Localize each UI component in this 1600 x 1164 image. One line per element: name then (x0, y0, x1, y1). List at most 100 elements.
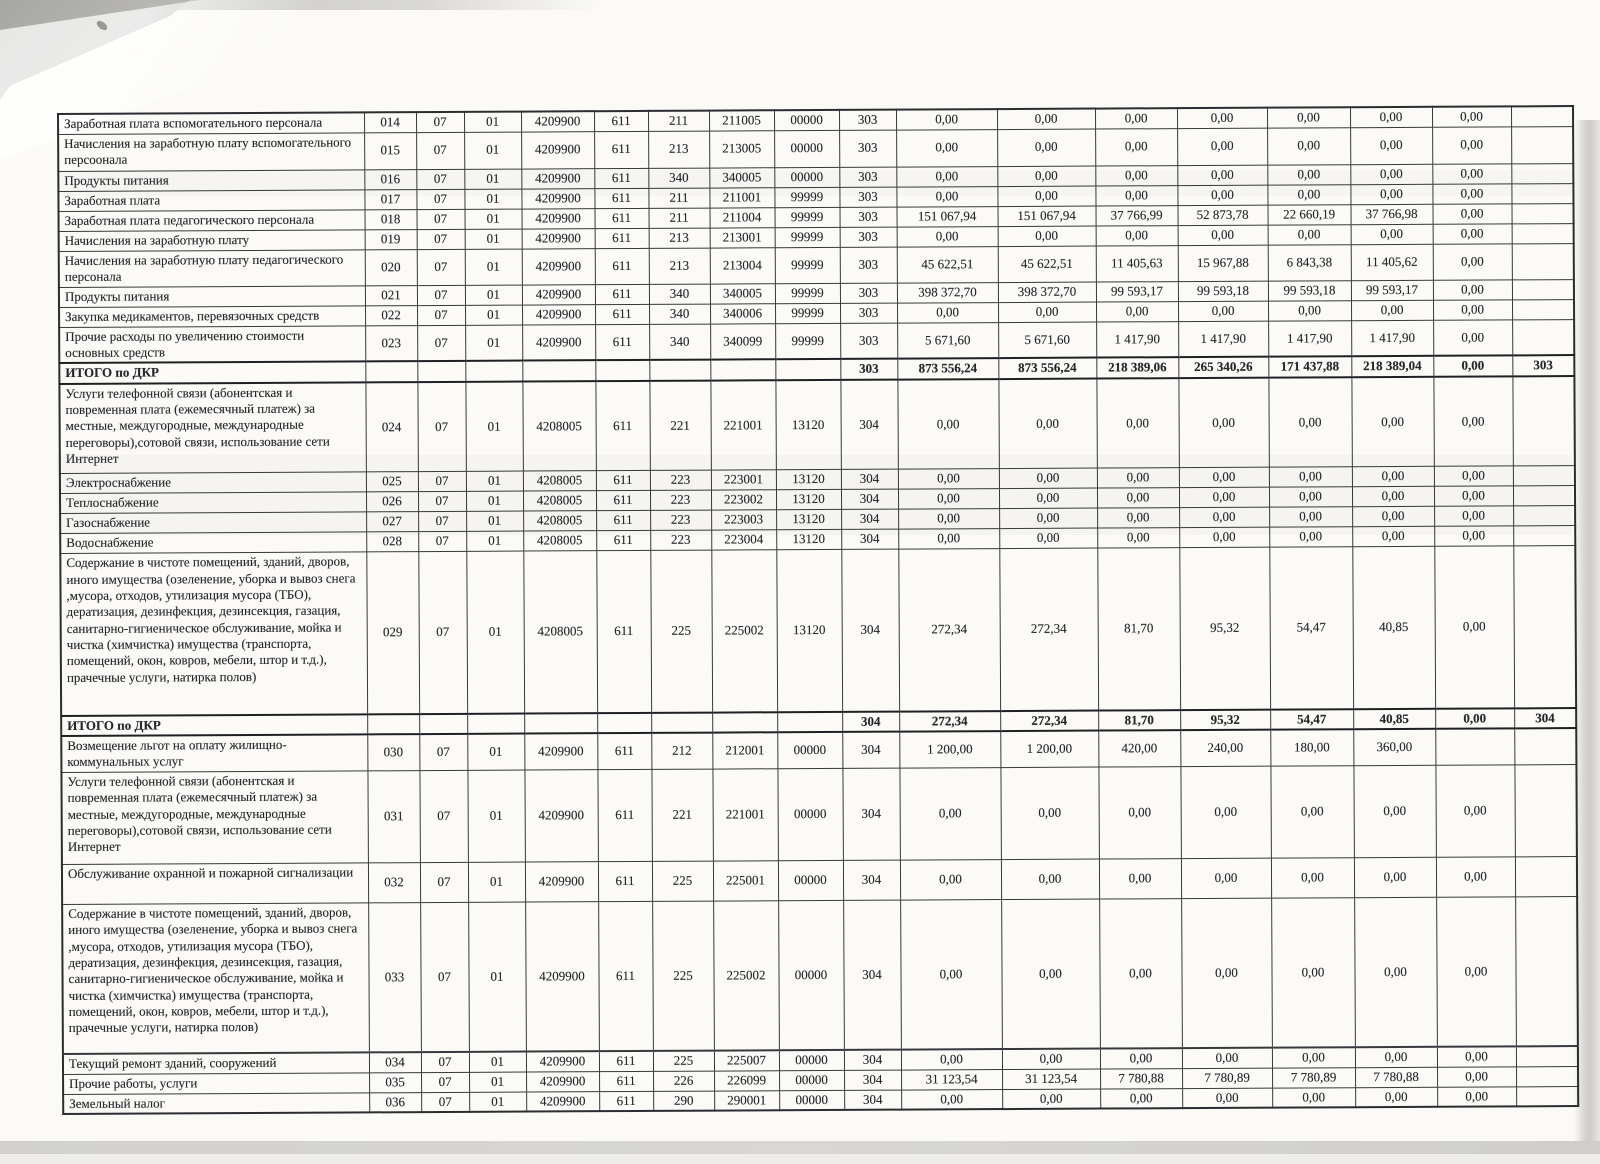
code-cell: 225 (651, 860, 714, 902)
code-cell: 226 (653, 1070, 715, 1092)
code-cell: 13120 (776, 529, 842, 550)
code-cell: 07 (418, 551, 468, 714)
code-cell: 212001 (712, 732, 778, 769)
amount-cell: 45 622,51 (997, 245, 1096, 283)
amount-cell: 398 372,70 (997, 281, 1097, 303)
code-cell: 00000 (774, 129, 840, 168)
code-cell: 01 (464, 168, 522, 189)
amount-cell: 0,00 (1432, 183, 1512, 204)
code-cell: 4208005 (523, 510, 597, 532)
code-cell: 015 (364, 132, 417, 170)
code-cell: 221 (651, 768, 713, 862)
row-description: Водоснабжение (60, 532, 367, 554)
code-cell: 304 (842, 711, 900, 732)
code-cell: 4209900 (522, 304, 596, 325)
code-cell: 01 (465, 324, 523, 362)
amount-cell: 0,00 (1267, 300, 1352, 321)
amount-cell: 0,00 (1355, 1087, 1438, 1108)
code-cell: 4209900 (524, 733, 598, 770)
code-cell: 223004 (711, 529, 777, 551)
code-cell: 611 (597, 861, 653, 902)
code-cell (417, 361, 466, 382)
code-cell: 029 (366, 551, 420, 715)
code-cell: 611 (597, 732, 652, 770)
row-description: Электроснабжение (59, 472, 366, 494)
scan-background-below-page (0, 1154, 1600, 1164)
code-cell: 212 (651, 732, 713, 770)
code-cell: 304 (842, 767, 900, 861)
amount-cell: 5 671,60 (998, 321, 1097, 359)
code-cell: 304 (842, 731, 900, 769)
amount-cell: 0,00 (1354, 897, 1437, 1048)
code-cell: 303 (839, 166, 897, 187)
code-cell: 290 (653, 1090, 715, 1112)
code-cell: 01 (466, 511, 524, 532)
amount-cell: 0,00 (1269, 526, 1353, 548)
amount-cell: 0,00 (1353, 857, 1437, 898)
amount-cell: 0,00 (1352, 506, 1435, 527)
code-cell: 07 (416, 248, 465, 286)
row-description: Возмещение льгот на оплату жилищно-комму… (61, 734, 368, 773)
code-cell: 014 (364, 112, 417, 133)
amount-cell: 40,85 (1353, 708, 1436, 730)
code-cell: 4208005 (522, 470, 596, 492)
amount-cell: 0,00 (997, 165, 1096, 187)
amount-cell: 1 200,00 (1000, 730, 1099, 768)
code-cell: 07 (417, 381, 466, 472)
amount-cell: 420,00 (1098, 730, 1181, 767)
kvd-tail-cell (1510, 106, 1574, 127)
code-cell: 032 (367, 862, 421, 903)
code-cell: 221001 (710, 379, 776, 471)
code-cell: 4209900 (521, 284, 596, 305)
code-cell: 304 (842, 859, 901, 901)
amount-cell: 52 873,78 (1177, 204, 1268, 226)
row-description: Текущий ремонт зданий, сооружений (62, 1052, 370, 1075)
code-cell: 223 (650, 530, 712, 551)
amount-cell: 0,00 (1437, 1066, 1517, 1088)
amount-cell: 0,00 (1434, 526, 1514, 547)
amount-cell: 0,00 (1350, 223, 1433, 245)
code-cell: 036 (369, 1092, 422, 1113)
amount-cell: 0,00 (1099, 898, 1182, 1049)
code-cell (465, 360, 523, 382)
code-cell: 027 (366, 511, 419, 533)
code-cell: 13120 (775, 469, 841, 490)
code-cell: 01 (466, 531, 524, 552)
code-cell: 303 (839, 129, 897, 167)
amount-cell: 0,00 (899, 767, 1001, 860)
kvd-tail-cell (1515, 896, 1578, 1047)
amount-cell: 398 372,70 (896, 282, 999, 303)
code-cell: 4209900 (526, 1091, 600, 1112)
amount-cell: 0,00 (1352, 526, 1435, 547)
amount-cell: 0,00 (1097, 527, 1180, 549)
code-cell: 07 (416, 208, 465, 230)
amount-cell: 37 766,98 (1350, 203, 1433, 225)
amount-cell: 0,00 (900, 1049, 1003, 1070)
kvd-tail-cell (1511, 183, 1574, 204)
amount-cell: 0,00 (896, 129, 998, 167)
amount-cell: 360,00 (1353, 728, 1436, 766)
kvd-tail-cell (1514, 856, 1578, 897)
code-cell: 00000 (777, 731, 843, 769)
code-cell: 01 (467, 769, 525, 863)
code-cell: 225002 (711, 549, 778, 713)
code-cell: 304 (841, 529, 899, 550)
amount-cell: 0,00 (1432, 163, 1512, 184)
amount-cell: 0,00 (1270, 765, 1354, 858)
amount-cell: 0,00 (1180, 857, 1272, 899)
budget-table: Заработная плата вспомогательного персон… (57, 105, 1580, 1116)
amount-cell: 7 780,88 (1100, 1068, 1183, 1089)
amount-cell: 0,00 (1268, 466, 1352, 488)
scan-shade-band (57, 455, 1572, 535)
amount-cell: 218 389,06 (1096, 357, 1179, 379)
code-cell: 018 (364, 209, 417, 230)
code-cell (649, 359, 711, 381)
kvd-tail-cell (1511, 299, 1575, 320)
code-cell: 304 (844, 1069, 902, 1091)
amount-cell: 0,00 (1100, 1088, 1183, 1109)
code-cell: 01 (465, 304, 523, 325)
kvd-tail-cell (1511, 279, 1574, 300)
code-cell (522, 360, 596, 382)
row-description: Прочие расходы по увеличению стоимости о… (59, 325, 366, 364)
amount-cell: 1 417,90 (1096, 321, 1179, 358)
